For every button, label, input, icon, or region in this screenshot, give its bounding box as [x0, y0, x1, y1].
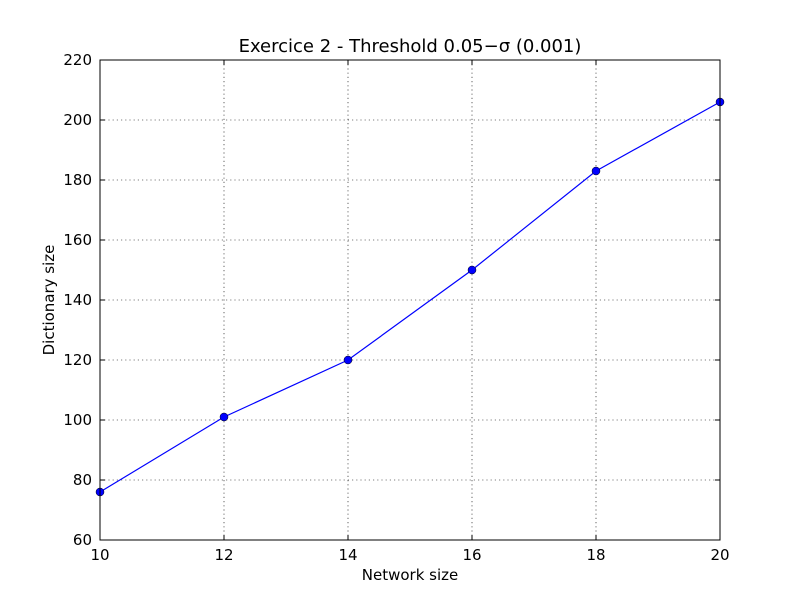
y-tick-label: 160 [63, 231, 92, 249]
y-tick-label: 80 [73, 471, 92, 489]
series-layer [95, 97, 725, 497]
tick-layer: 10 12 14 16 18 20 60 80 100 120 140 160 180 200 220 [63, 51, 729, 564]
data-point [467, 265, 477, 275]
data-point [219, 412, 229, 422]
y-tick-label: 100 [63, 411, 92, 429]
x-tick-label: 16 [462, 546, 481, 564]
y-tick-label: 200 [63, 111, 92, 129]
x-tick-label: 14 [338, 546, 357, 564]
series-line [99, 101, 721, 493]
data-point [591, 166, 601, 176]
x-tick-label: 20 [710, 546, 729, 564]
x-tick-label: 10 [90, 546, 109, 564]
y-tick-label: 60 [73, 531, 92, 549]
y-axis-label: Dictionary size [40, 245, 58, 356]
x-tick-label: 18 [586, 546, 605, 564]
x-tick-label: 12 [214, 546, 233, 564]
x-axis-label: Network size [362, 566, 458, 584]
y-tick-label: 140 [63, 291, 92, 309]
grid-layer [99, 59, 721, 541]
y-tick-label: 220 [63, 51, 92, 69]
y-tick-label: 180 [63, 171, 92, 189]
y-tick-label: 120 [63, 351, 92, 369]
chart-title: Exercice 2 - Threshold 0.05−σ (0.001) [239, 36, 582, 57]
data-point [343, 355, 353, 365]
